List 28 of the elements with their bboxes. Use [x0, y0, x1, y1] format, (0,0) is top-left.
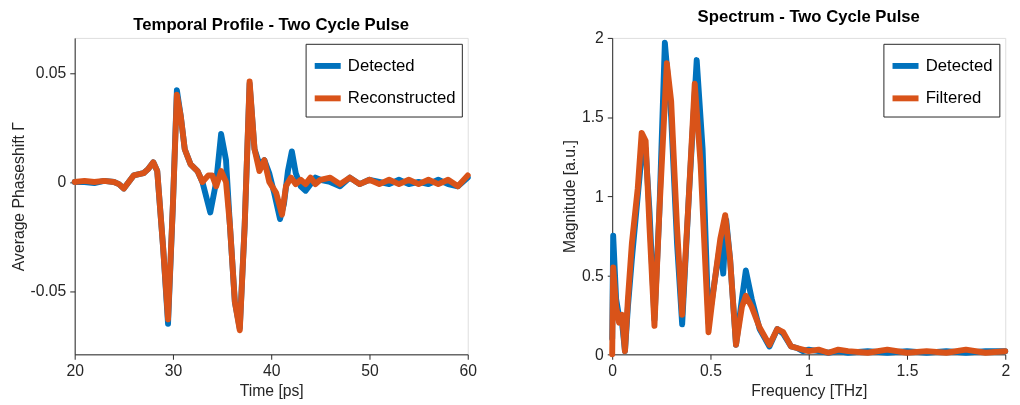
x-tick-label: 2 — [1001, 362, 1011, 380]
y-tick-label: 0 — [57, 173, 67, 191]
x-tick-label: 40 — [262, 362, 281, 380]
y-tick-label: 0 — [595, 345, 605, 363]
y-tick-label: 2 — [595, 29, 604, 47]
y-axis-title: Average Phaseshift Γ — [9, 121, 27, 272]
x-axis-title: Time [ps] — [239, 382, 304, 400]
x-tick-label: 1.5 — [896, 362, 919, 380]
y-tick-label: 0.05 — [35, 64, 67, 82]
legend-label: Detected — [347, 55, 415, 75]
x-tick-label: 20 — [66, 362, 85, 380]
y-tick-label: 1.5 — [581, 108, 605, 126]
x-tick-label: 0 — [608, 362, 618, 380]
y-tick-label: -0.05 — [30, 282, 67, 300]
x-tick-label: 30 — [164, 362, 183, 380]
x-axis-title: Frequency [THz] — [751, 382, 868, 400]
x-tick-label: 1 — [804, 362, 814, 380]
legend-label: Filtered — [925, 88, 982, 108]
chart-title: Temporal Profile - Two Cycle Pulse — [133, 15, 410, 35]
x-tick-label: 60 — [459, 362, 478, 380]
chart-title: Spectrum - Two Cycle Pulse — [697, 7, 920, 27]
legend-label: Reconstructed — [347, 88, 456, 108]
x-tick-label: 50 — [361, 362, 379, 380]
legend-label: Detected — [925, 55, 993, 75]
y-tick-label: 1 — [595, 187, 604, 205]
y-axis-title: Magnitude [a.u.] — [561, 140, 579, 253]
y-tick-label: 0.5 — [581, 266, 605, 284]
x-tick-label: 0.5 — [700, 362, 723, 380]
